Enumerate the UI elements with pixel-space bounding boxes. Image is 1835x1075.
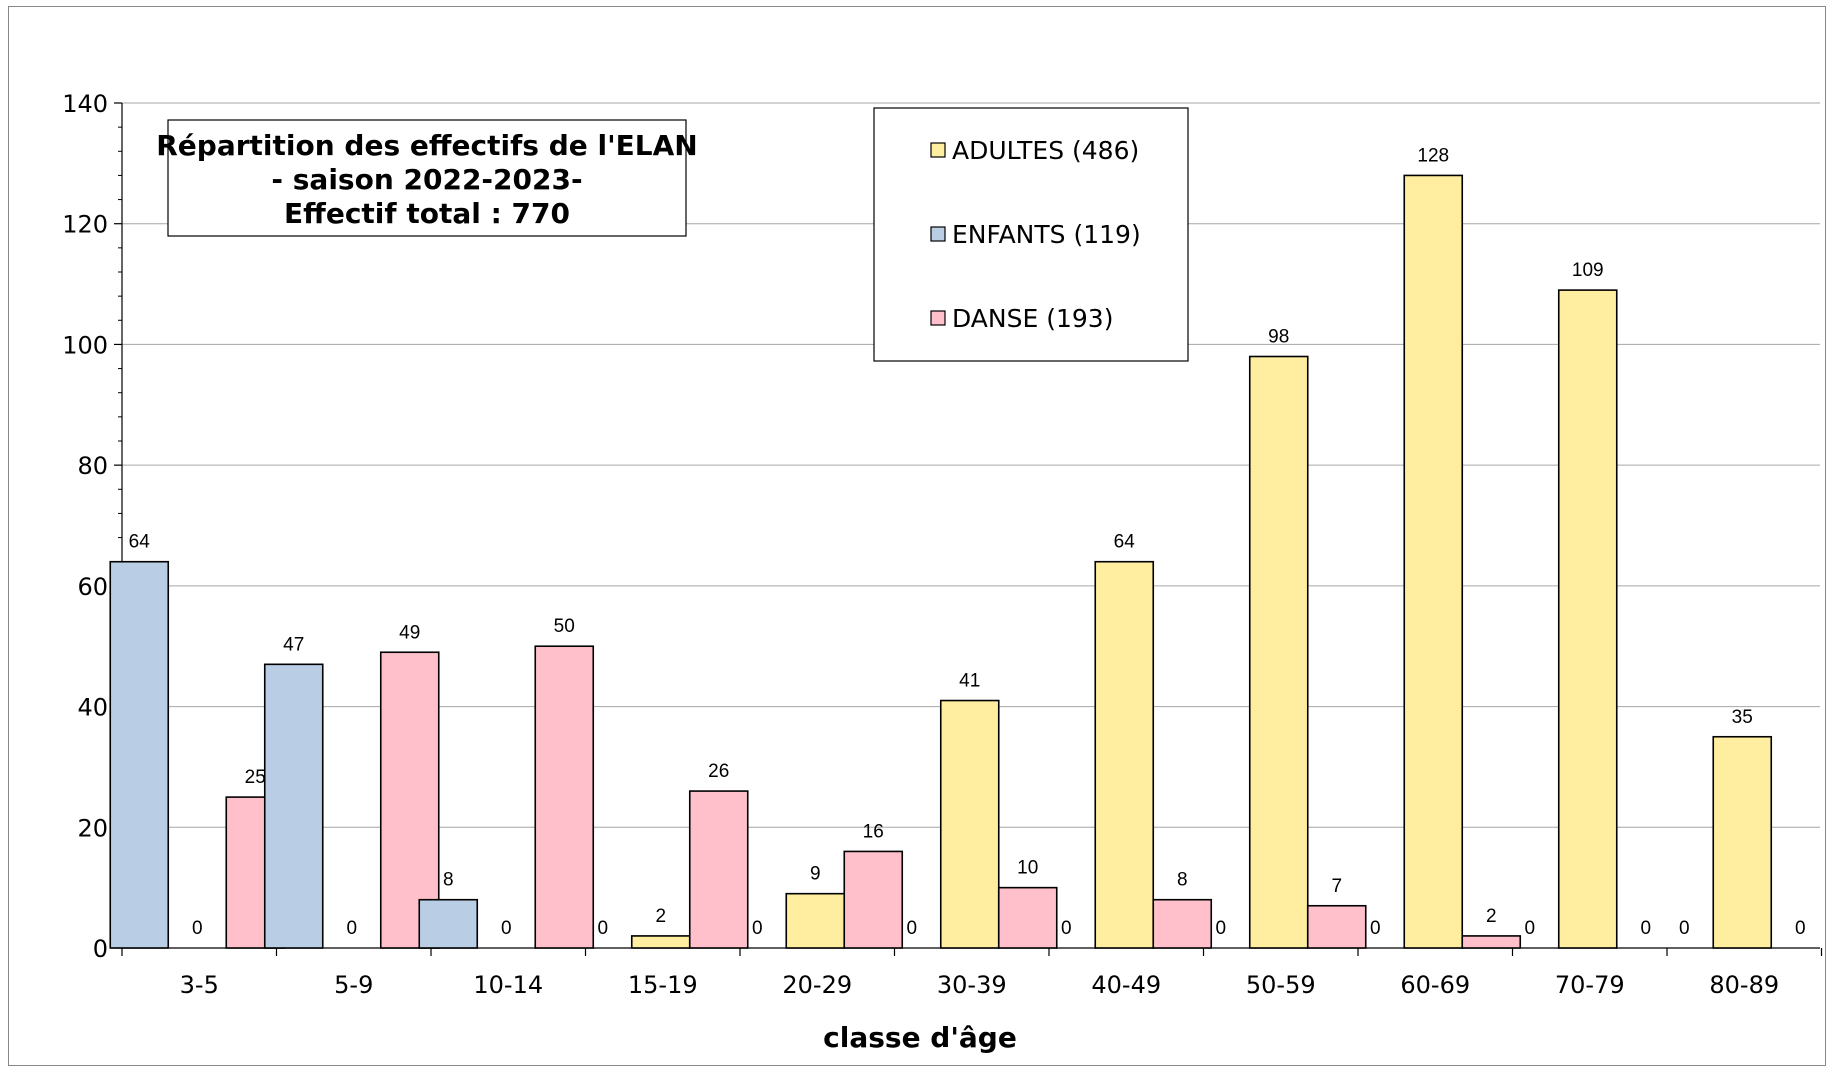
data-label-adultes: 109 — [1572, 260, 1604, 281]
data-label-adultes: 41 — [959, 671, 980, 692]
legend-swatch-enfants — [930, 226, 946, 242]
y-tick-label: 80 — [77, 452, 108, 480]
legend-label-enfants: ENFANTS (119) — [952, 220, 1141, 249]
bar-danse — [997, 886, 1058, 949]
legend-label-danse: DANSE (193) — [952, 304, 1113, 333]
bar-adultes — [1403, 174, 1464, 949]
bar-danse — [1461, 935, 1522, 949]
bar-adultes — [1712, 735, 1773, 949]
legend-item-adultes: ADULTES (486) — [930, 136, 1139, 165]
bar-danse — [534, 645, 595, 949]
data-label-danse: 7 — [1331, 876, 1342, 897]
legend: ADULTES (486) ENFANTS (119) DANSE (193) — [873, 107, 1189, 362]
data-label-enfants: 0 — [1370, 918, 1381, 939]
y-tick-label: 60 — [77, 573, 108, 601]
data-label-enfants: 0 — [906, 918, 917, 939]
data-label-danse: 16 — [863, 821, 884, 842]
data-label-danse: 2 — [1486, 906, 1497, 927]
data-label-adultes: 128 — [1417, 145, 1449, 166]
legend-swatch-adultes — [930, 142, 946, 158]
x-tick-label: 60-69 — [1400, 971, 1470, 999]
data-label-danse: 50 — [554, 616, 575, 637]
legend-item-danse: DANSE (193) — [930, 304, 1113, 333]
data-labels: 64 0 25 47 0 49 8 0 50 0 2 26 0 9 16 0 41 10 0 64 8 0 98 7 0 128 2… — [129, 145, 1806, 939]
data-label-danse: 10 — [1017, 858, 1038, 879]
data-label-enfants: 47 — [283, 634, 304, 655]
bar-adultes — [939, 699, 1000, 949]
x-tick-label: 20-29 — [782, 971, 852, 999]
bar-danse — [379, 651, 440, 949]
x-tick-label: 30-39 — [937, 971, 1007, 999]
data-label-danse: 0 — [1640, 918, 1651, 939]
data-label-enfants: 0 — [752, 918, 763, 939]
data-label-adultes: 35 — [1732, 707, 1753, 728]
data-label-danse: 26 — [708, 761, 729, 782]
data-label-enfants: 0 — [1215, 918, 1226, 939]
bar-adultes — [630, 935, 691, 949]
x-tick-label: 50-59 — [1246, 971, 1316, 999]
legend-label-adultes: ADULTES (486) — [952, 136, 1139, 165]
bar-adultes — [1557, 289, 1618, 949]
data-label-adultes: 0 — [346, 918, 357, 939]
title-line-2: - saison 2022-2023- — [271, 163, 582, 196]
bar-danse — [1306, 904, 1367, 949]
y-tick-label: 120 — [62, 211, 108, 239]
bar-adultes — [1248, 355, 1309, 949]
bar-adultes — [1094, 560, 1155, 949]
x-tick-label: 40-49 — [1091, 971, 1161, 999]
title-line-3: Effectif total : 770 — [284, 197, 570, 230]
data-label-enfants: 64 — [129, 532, 151, 553]
bar-danse — [843, 850, 904, 949]
x-tick-label: 80-89 — [1709, 971, 1779, 999]
y-tick-label: 40 — [77, 694, 108, 722]
data-label-enfants: 0 — [1061, 918, 1072, 939]
data-label-danse: 8 — [1177, 870, 1188, 891]
data-label-adultes: 2 — [655, 906, 666, 927]
x-axis-title: classe d'âge — [823, 1021, 1017, 1054]
bar-enfants — [263, 663, 324, 949]
x-tick-label: 3-5 — [180, 971, 219, 999]
data-label-enfants: 8 — [443, 870, 454, 891]
legend-box — [873, 107, 1189, 362]
data-label-danse: 25 — [245, 767, 266, 788]
x-tick-label: 15-19 — [628, 971, 698, 999]
title-box — [167, 119, 687, 237]
data-label-adultes: 64 — [1114, 532, 1136, 553]
bar-enfants — [418, 898, 479, 949]
x-tick-label: 5-9 — [334, 971, 373, 999]
data-label-adultes: 0 — [192, 918, 203, 939]
data-label-danse: 0 — [1795, 918, 1806, 939]
bar-danse — [1152, 898, 1213, 949]
data-label-danse: 49 — [399, 622, 420, 643]
y-tick-label: 140 — [62, 90, 108, 118]
legend-item-enfants: ENFANTS (119) — [930, 220, 1141, 249]
bar-adultes — [785, 892, 846, 949]
data-label-adultes: 9 — [810, 864, 821, 885]
title-line-1: Répartition des effectifs de l'ELAN — [156, 129, 698, 162]
x-tick-label: 10-14 — [473, 971, 543, 999]
data-label-enfants: 0 — [1679, 918, 1690, 939]
data-label-adultes: 98 — [1268, 327, 1289, 348]
bars — [109, 174, 1773, 949]
y-tick-label: 100 — [62, 331, 108, 359]
y-tick-label: 0 — [93, 935, 108, 963]
y-tick-label: 20 — [77, 814, 108, 842]
legend-swatch-danse — [930, 310, 946, 326]
bar-danse — [688, 790, 749, 949]
data-label-enfants: 0 — [1524, 918, 1535, 939]
data-label-adultes: 0 — [501, 918, 512, 939]
x-tick-label: 70-79 — [1555, 971, 1625, 999]
data-label-enfants: 0 — [597, 918, 608, 939]
bar-enfants — [109, 560, 170, 949]
chart-title: Répartition des effectifs de l'ELAN - sa… — [156, 119, 698, 237]
